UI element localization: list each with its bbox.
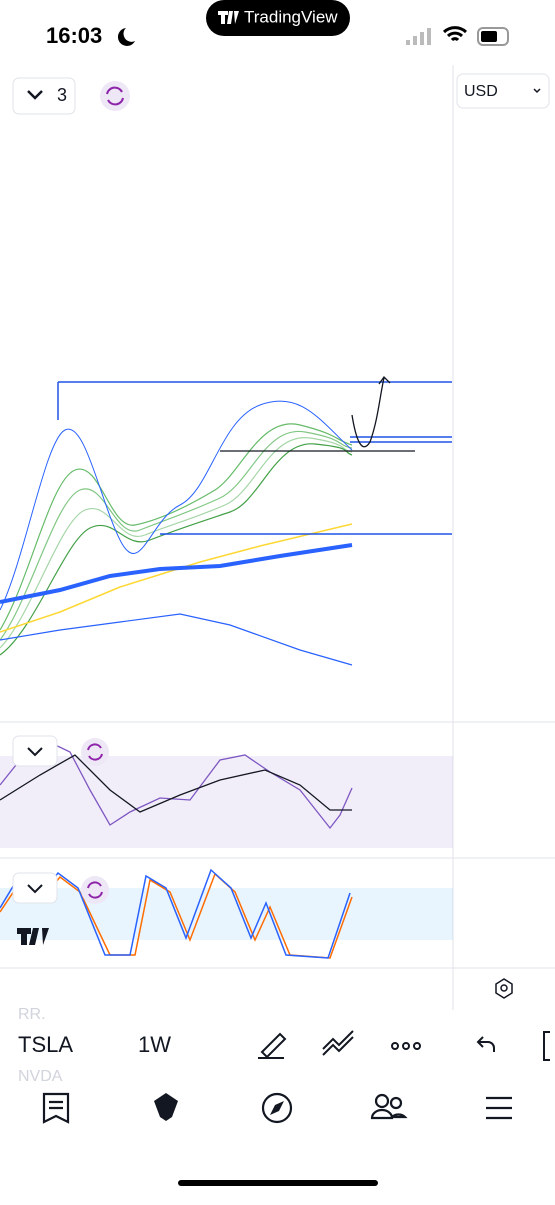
layout-count: 3 [57,85,67,105]
sync-button[interactable] [81,738,109,766]
rsi-band [0,756,453,848]
compass-needle [270,1101,284,1115]
draw-tool[interactable] [258,1032,287,1059]
moon-icon [117,28,135,46]
sync-button[interactable] [81,876,109,904]
sma-yellow [0,523,353,633]
rsi-ma [0,754,352,813]
chart-icon [154,1093,178,1121]
sync-button[interactable] [100,81,130,111]
app-name: TradingView [244,7,338,26]
currency-button[interactable] [456,73,550,109]
community-icon [370,1093,408,1120]
drawing-arrow [351,375,391,448]
battery [477,27,509,46]
volume-ma [0,613,353,666]
panel-button[interactable] [543,1031,550,1061]
sync-icon [87,743,103,761]
chevron [533,88,541,94]
home-indicator [178,1180,378,1186]
behind-symbol: RR. [18,1006,46,1023]
signal-icon [406,28,431,45]
wifi-icon [442,26,468,42]
indicators-button[interactable] [322,1030,354,1056]
sync-icon [87,881,103,899]
layout-button[interactable] [12,77,76,115]
sma-200 [0,543,353,604]
clock: 16:03 [46,23,102,48]
chevron [27,90,43,100]
battery-level [481,31,497,42]
tv-watermark [17,928,49,945]
explore-icon [261,1092,293,1124]
settings-dot [500,984,508,992]
chevron [27,884,43,894]
chevron [27,747,43,757]
menu-icon [486,1096,512,1120]
interval[interactable]: 1W [138,1032,171,1057]
currency: USD [464,83,498,100]
sync-icon [106,86,124,106]
drawing-lines [57,381,452,535]
ema-ribbon [0,400,353,656]
symbol[interactable]: TSLA [18,1032,73,1057]
undo-button[interactable] [476,1036,495,1052]
app-pill [206,0,350,36]
settings-icon[interactable] [495,978,513,999]
stoch-band [0,888,453,940]
more-button[interactable] [391,1042,421,1050]
collapse-button[interactable] [12,735,58,767]
collapse-button[interactable] [12,872,58,904]
watchlist-icon [42,1092,70,1124]
behind-symbol: NVDA [18,1068,63,1085]
tv-logo [218,11,239,24]
